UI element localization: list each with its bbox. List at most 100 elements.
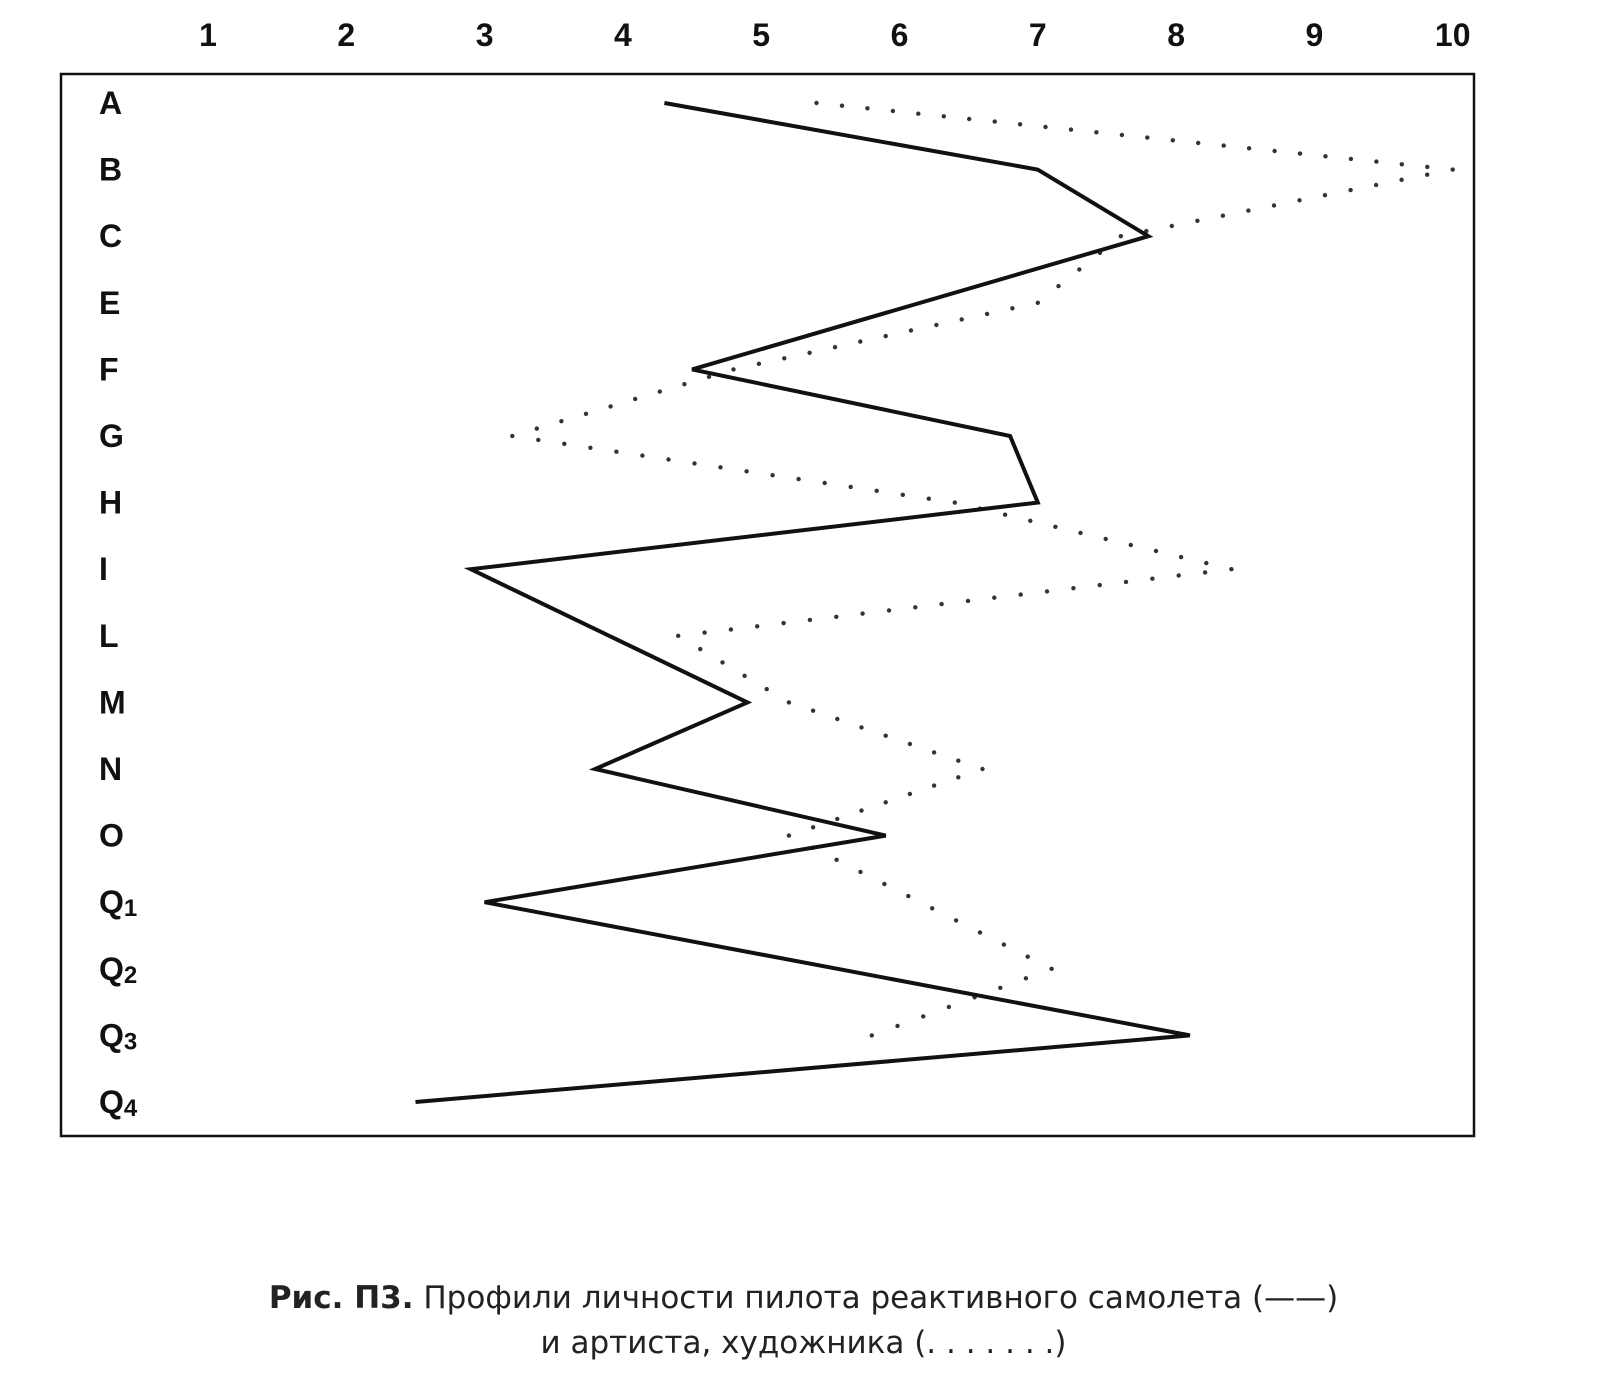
artist-profile-dot (953, 918, 959, 923)
artist-profile-dot (907, 741, 913, 747)
artist-profile-dot (1017, 122, 1023, 127)
artist-profile-dot (1246, 146, 1252, 151)
artist-profile-dot (1297, 198, 1302, 203)
artist-profile-dot (834, 857, 839, 862)
artist-profile-dot (934, 322, 939, 328)
artist-profile-dot (1196, 140, 1201, 146)
artist-profile-dot (633, 396, 638, 402)
artist-profile-dot (1169, 223, 1175, 229)
artist-profile-dot (908, 328, 914, 333)
artist-profile-dot (562, 441, 567, 446)
caption-text-2: и артиста, художника (. . . . . . .) (540, 1325, 1067, 1361)
category-label-Q4: Q4 (99, 1084, 138, 1122)
artist-profile-dot (1035, 300, 1041, 305)
artist-profile-dot (952, 500, 957, 505)
x-tick-label-6: 6 (891, 17, 909, 53)
artist-profile-dot (781, 620, 786, 626)
artist-profile-dot (1348, 187, 1353, 193)
x-tick-label-3: 3 (476, 17, 494, 53)
artist-profile-dot (583, 411, 589, 416)
figure-caption-line-2: и артиста, художника (. . . . . . .) (0, 1328, 1607, 1359)
artist-profile-dot (992, 595, 997, 600)
x-tick-label-5: 5 (752, 17, 770, 53)
artist-profile-dot (865, 106, 870, 111)
artist-profile-dot (536, 437, 541, 443)
artist-profile-dot (744, 469, 749, 474)
artist-profile-dot (1145, 135, 1150, 140)
category-label-Q3: Q3 (99, 1017, 137, 1055)
artist-profile-dot (886, 608, 892, 613)
artist-profile-dot (614, 449, 619, 454)
artist-profile-dot (967, 116, 972, 122)
artist-profile-dot (931, 750, 937, 755)
artist-profile-dot (1119, 132, 1125, 138)
artist-profile-dot (1195, 218, 1200, 223)
artist-profile-dot (1001, 942, 1007, 947)
artist-profile-series (510, 100, 1455, 1038)
artist-profile-dot (907, 791, 913, 797)
artist-profile-dot (946, 1004, 952, 1010)
artist-profile-dot (1374, 159, 1379, 164)
pilot-profile-line (415, 101, 1191, 1104)
category-label-I: I (99, 551, 108, 587)
artist-profile-dot (640, 453, 645, 458)
category-label-C: C (99, 218, 122, 254)
artist-profile-dot (835, 716, 840, 722)
artist-profile-dot (559, 419, 564, 424)
plot-frame (59, 72, 1476, 1138)
artist-profile-dot (1028, 518, 1033, 523)
artist-profile-dot (992, 119, 997, 124)
artist-profile-dot (848, 484, 853, 490)
artist-profile-dot (755, 624, 760, 629)
artist-profile-dot (916, 111, 921, 116)
figure-number: Рис. П3. (268, 1280, 414, 1316)
artist-profile-dot (756, 361, 762, 366)
artist-profile-dot (1071, 586, 1076, 591)
artist-profile-dot (858, 869, 863, 875)
artist-profile-dot (883, 733, 888, 738)
artist-profile-dot (1399, 177, 1404, 182)
artist-profile-dot (1068, 127, 1074, 132)
artist-profile-dot (692, 461, 697, 466)
artist-profile-dot (832, 345, 838, 350)
artist-profile-dot (1103, 536, 1108, 542)
artist-profile-dot (728, 627, 734, 632)
artist-profile-dot (1153, 548, 1159, 554)
artist-profile-dot (883, 333, 888, 339)
artist-profile-dot (1176, 573, 1181, 578)
artist-profile-dot (810, 708, 816, 713)
artist-profile-dot (984, 311, 990, 317)
artist-profile-dot (1178, 554, 1184, 560)
artist-profile-dot (706, 374, 712, 379)
artist-profile-dot (510, 433, 515, 439)
artist-profile-dot (1450, 167, 1455, 172)
x-tick-label-8: 8 (1167, 17, 1185, 53)
artist-profile-dot (814, 100, 819, 106)
artist-profile-dot (834, 614, 839, 619)
artist-profile-dot (702, 630, 707, 635)
x-tick-labels: 1 2 3 4 5 6 7 8 9 10 (199, 17, 1470, 53)
artist-profile-dot (1170, 138, 1176, 143)
artist-profile-dot (534, 426, 539, 431)
x-tick-label-10: 10 (1435, 17, 1471, 53)
category-label-H: H (99, 485, 122, 521)
category-label-Q2: Q2 (99, 951, 137, 989)
artist-profile-dot (1204, 560, 1209, 566)
artist-profile-dot (977, 930, 983, 935)
artist-profile-dot (718, 465, 723, 470)
artist-profile-dot (786, 833, 792, 838)
artist-profile-dot (1053, 524, 1058, 529)
artist-profile-dot (835, 816, 840, 822)
artist-profile-dot (959, 317, 964, 322)
artist-profile-dot (1399, 162, 1405, 167)
artist-profile-dot (608, 404, 613, 409)
artist-profile-dot (676, 633, 681, 638)
artist-profile-dot (1023, 976, 1029, 981)
artist-profile-dot (770, 473, 775, 478)
x-tick-label-1: 1 (199, 17, 217, 53)
artist-profile-dot (1097, 582, 1102, 588)
artist-profile-dot (1049, 966, 1054, 971)
artist-profile-dot (895, 1023, 900, 1029)
artist-profile-dot (1425, 172, 1430, 177)
